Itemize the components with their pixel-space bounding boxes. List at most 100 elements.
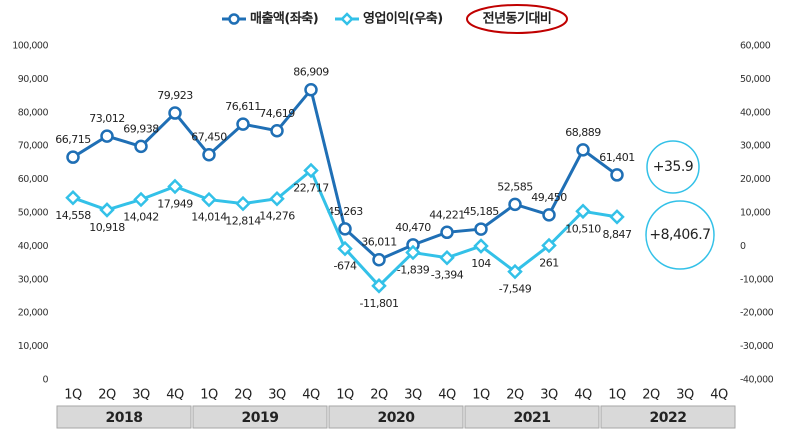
data-label: 10,510 [565, 222, 601, 235]
point [576, 143, 590, 157]
y2-tick-label: 10,000 [740, 208, 771, 219]
point [507, 263, 523, 280]
legend-marker [340, 12, 354, 26]
data-label: 66,715 [55, 133, 91, 146]
data-label: 61,401 [599, 151, 635, 164]
point [99, 202, 115, 218]
y2-tick-label: -40,000 [740, 375, 774, 386]
point [235, 195, 251, 212]
y2-tick-label: 0 [740, 241, 746, 252]
point [609, 209, 625, 225]
point [236, 117, 250, 131]
point [473, 238, 489, 254]
data-label: 8,847 [603, 228, 632, 241]
year-label: 2021 [514, 410, 551, 426]
y2-tick-label: 30,000 [740, 141, 771, 152]
point [405, 244, 421, 261]
x-tick-label: 1Q [608, 388, 626, 403]
data-label: 69,938 [123, 122, 159, 135]
data-label: 14,014 [191, 211, 227, 224]
data-label: 36,011 [361, 236, 397, 249]
x-tick-label: 4Q [438, 388, 456, 403]
year-box [328, 405, 464, 429]
x-tick-label: 3Q [404, 388, 422, 403]
year-label: 2020 [378, 410, 416, 426]
data-label: 12,814 [225, 215, 261, 228]
point [201, 191, 217, 208]
x-tick-label: 1Q [336, 388, 354, 403]
point [371, 278, 387, 294]
point [167, 178, 183, 195]
y-tick-label: 30,000 [18, 274, 49, 285]
data-label: 68,889 [565, 126, 601, 139]
y-tick-label: 80,000 [18, 107, 49, 118]
year-label: 2018 [106, 410, 143, 426]
yoy-ellipse [466, 4, 568, 34]
data-label: 17,949 [157, 197, 193, 210]
point [440, 225, 454, 240]
x-tick-label: 1Q [200, 388, 218, 403]
data-label: 45,185 [463, 205, 499, 218]
x-tick-label: 4Q [302, 388, 320, 403]
x-tick-label: 1Q [64, 388, 82, 403]
data-label: -1,839 [397, 264, 430, 277]
data-label: 22,717 [293, 182, 329, 195]
x-tick-label: 3Q [268, 388, 286, 403]
point [65, 190, 81, 206]
y2-tick-label: 20,000 [740, 174, 771, 185]
y-tick-label: 100,000 [12, 41, 48, 52]
x-tick-label: 2Q [234, 388, 252, 403]
point [133, 191, 149, 208]
point [542, 208, 556, 222]
x-tick-label: 2Q [98, 388, 116, 403]
y-tick-label: 0 [42, 375, 48, 386]
data-label: 261 [539, 257, 559, 270]
year-label: 2019 [242, 410, 279, 426]
point [303, 162, 319, 179]
year-box [56, 405, 192, 429]
data-label: 49,450 [531, 191, 567, 204]
year-box [464, 405, 600, 429]
point [610, 168, 624, 182]
y2-tick-label: -20,000 [740, 308, 774, 319]
point [508, 197, 522, 212]
data-label: 79,923 [157, 89, 193, 102]
point [66, 150, 80, 164]
x-tick-label: 3Q [132, 388, 150, 403]
point [202, 147, 216, 162]
point [338, 222, 352, 236]
year-box [192, 405, 328, 429]
x-tick-label: 3Q [676, 388, 694, 403]
yoy-label: 전년동기대비 [483, 11, 552, 27]
y-tick-label: 90,000 [18, 74, 49, 85]
data-label: 45,263 [327, 205, 363, 218]
point [100, 129, 114, 143]
year-label: 2022 [650, 410, 687, 426]
data-label: 104 [471, 257, 491, 270]
data-label: -674 [334, 260, 357, 273]
x-tick-label: 3Q [540, 388, 558, 403]
year-box [600, 405, 736, 429]
data-label: 40,470 [395, 221, 431, 234]
point [575, 203, 591, 220]
x-tick-label: 2Q [370, 388, 388, 403]
point [168, 106, 182, 120]
data-label: 74,619 [259, 107, 295, 120]
y2-tick-label: 60,000 [740, 41, 771, 52]
data-label: -3,394 [431, 269, 464, 282]
annotation-circle [646, 140, 700, 194]
y2-tick-label: -10,000 [740, 274, 774, 285]
y2-tick-label: -30,000 [740, 341, 774, 352]
data-label: 76,611 [225, 100, 261, 113]
data-label: 52,585 [497, 180, 533, 193]
annotation: +8,406.7 [649, 227, 710, 243]
point [474, 222, 488, 236]
y2-tick-label: 40,000 [740, 107, 771, 118]
data-label: 73,012 [89, 112, 125, 125]
data-label: -11,801 [360, 297, 399, 310]
x-tick-label: 1Q [472, 388, 490, 403]
point [269, 190, 285, 207]
y2-tick-label: 50,000 [740, 74, 771, 85]
legend-marker [228, 13, 240, 25]
